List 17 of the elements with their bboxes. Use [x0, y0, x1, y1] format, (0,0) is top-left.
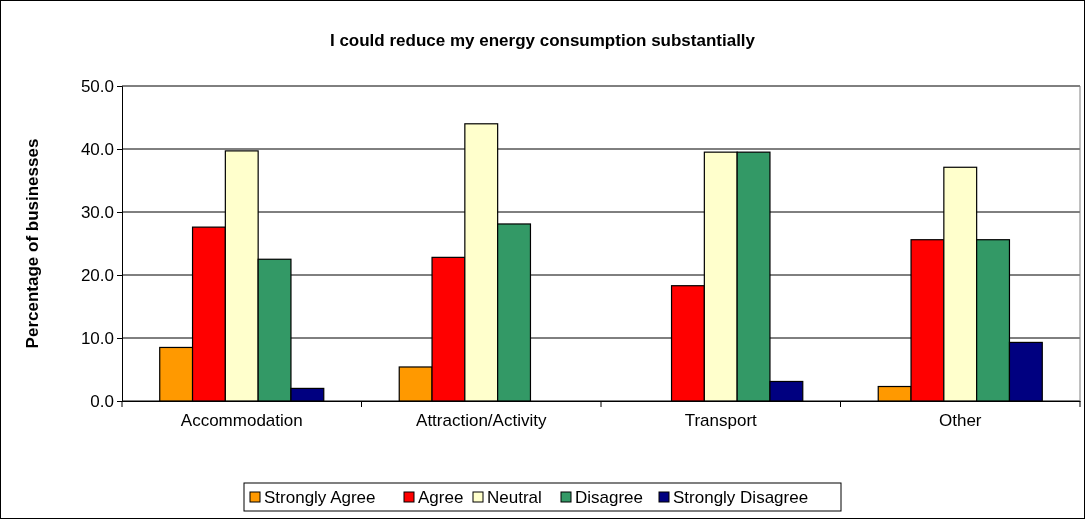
x-tick-label: Other: [938, 411, 982, 431]
y-tick-label: 20.0: [80, 265, 114, 285]
y-tick-label: 30.0: [80, 202, 114, 222]
x-tick-label: Transport: [684, 411, 758, 431]
y-tick-label: 40.0: [80, 139, 114, 159]
legend-label: Strongly Disagree: [673, 488, 809, 507]
legend-label: Disagree: [575, 488, 644, 507]
y-tick-label: 10.0: [80, 328, 114, 348]
legend-label: Agree: [418, 488, 464, 507]
legend-label: Strongly Agree: [264, 488, 376, 507]
legend-label: Neutral: [487, 488, 542, 507]
x-tick-label: Accommodation: [180, 411, 303, 431]
y-tick-label: 0.0: [90, 391, 114, 411]
y-tick-label: 50.0: [80, 76, 114, 96]
x-tick-label: Attraction/Activity: [416, 411, 547, 431]
y-axis-title: Percentage of businesses: [23, 138, 42, 349]
chart-title: I could reduce my energy consumption substantially: [329, 31, 756, 50]
